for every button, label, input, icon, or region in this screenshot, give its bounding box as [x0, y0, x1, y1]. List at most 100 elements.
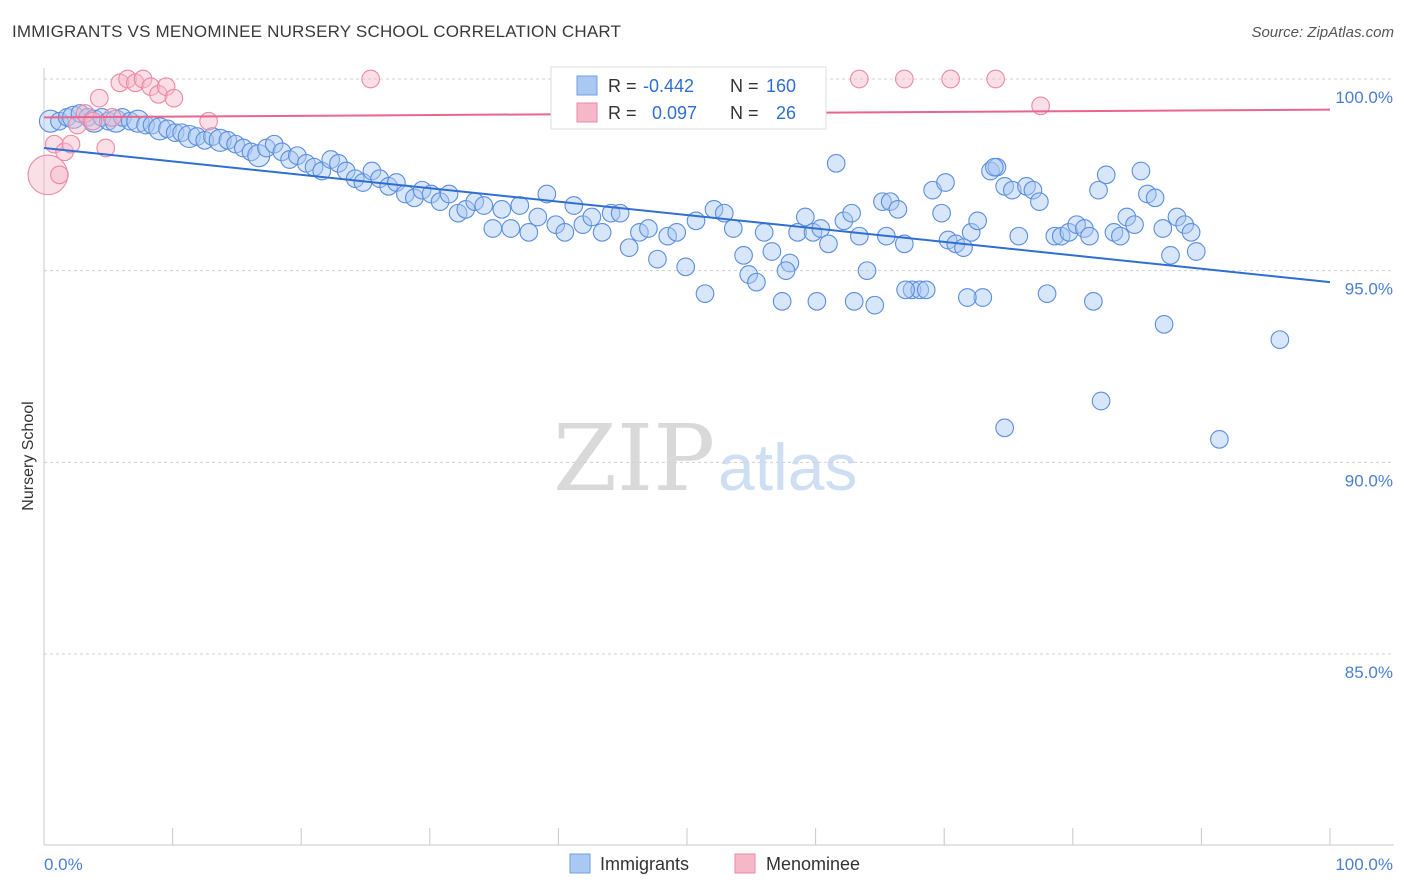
- immigrants-point-99: [857, 261, 877, 281]
- data-points: [27, 69, 1290, 449]
- immigrants-point-132: [1111, 226, 1130, 246]
- immigrants-point-150: [807, 291, 827, 311]
- immigrants-point-149: [844, 291, 864, 311]
- immigrants-point-97: [842, 203, 861, 223]
- immigrants-point-17: [165, 123, 185, 143]
- legend-swatch-menominee: [576, 102, 598, 123]
- bottom-legend-label-immigrants: Immigrants: [600, 854, 689, 874]
- legend-n-label-menominee: N =: [730, 103, 759, 123]
- trend-line-immigrants: [43, 147, 1331, 284]
- immigrants-point-121: [1030, 192, 1049, 212]
- y-axis-title: Nursery School: [20, 401, 37, 510]
- menominee-point-0: [27, 154, 69, 196]
- immigrants-point-58: [501, 219, 521, 238]
- immigrants-point-157: [1154, 314, 1174, 334]
- immigrants-point-83: [734, 245, 753, 265]
- watermark: ZIP atlas: [553, 405, 857, 512]
- gridlines: [44, 78, 1394, 655]
- watermark-atlas: atlas: [718, 430, 857, 504]
- correlation-legend: R = -0.442 N = 160 R = 0.097 N = 26: [550, 66, 827, 130]
- immigrants-point-112: [961, 222, 981, 242]
- immigrants-point-22: [203, 127, 222, 146]
- x-axis-ticks: [43, 828, 1331, 845]
- immigrants-point-18: [172, 123, 191, 143]
- immigrants-point-140: [1167, 207, 1187, 227]
- immigrants-point-155: [995, 418, 1014, 438]
- immigrants-point-106: [910, 280, 930, 300]
- immigrants-point-117: [1003, 180, 1022, 200]
- immigrants-point-101: [873, 192, 892, 212]
- menominee-point-21: [849, 69, 869, 89]
- immigrants-point-95: [826, 153, 846, 173]
- immigrants-point-68: [592, 222, 612, 242]
- immigrants-point-72: [630, 222, 649, 242]
- immigrants-point-71: [619, 238, 639, 258]
- immigrants-point-79: [695, 284, 715, 304]
- immigrants-point-38: [329, 153, 348, 173]
- axes: [43, 68, 1394, 846]
- immigrants-point-76: [667, 222, 687, 242]
- menominee-point-25: [1031, 96, 1050, 116]
- immigrants-point-94: [819, 234, 838, 254]
- immigrants-point-123: [1045, 226, 1065, 246]
- y-tick-label-85: 85.0%: [1345, 663, 1393, 682]
- immigrants-point-151: [776, 261, 796, 281]
- immigrants-point-128: [1080, 226, 1099, 246]
- menominee-point-16: [149, 84, 168, 104]
- immigrants-point-137: [1145, 188, 1165, 208]
- immigrants-point-98: [849, 226, 869, 246]
- immigrants-point-65: [564, 196, 584, 215]
- legend-swatch-immigrants: [576, 75, 598, 96]
- immigrants-point-30: [264, 134, 284, 154]
- series-immigrants: [38, 104, 1290, 449]
- immigrants-point-156: [1091, 391, 1111, 411]
- immigrants-point-100: [865, 295, 885, 315]
- x-tick-label-min: 0.0%: [44, 855, 83, 874]
- legend-n-label-immigrants: N =: [730, 76, 759, 96]
- menominee-point-23: [941, 69, 960, 89]
- watermark-zip: ZIP: [553, 405, 715, 512]
- immigrants-point-86: [754, 222, 774, 242]
- menominee-point-22: [894, 69, 914, 89]
- immigrants-point-130: [1096, 165, 1116, 185]
- immigrants-point-59: [510, 196, 530, 215]
- immigrants-point-15: [148, 117, 172, 141]
- immigrants-point-144: [985, 157, 1004, 177]
- menominee-point-18: [164, 88, 184, 108]
- immigrants-point-125: [1059, 222, 1079, 242]
- immigrants-point-75: [658, 226, 678, 246]
- bottom-legend-swatch-menominee: [734, 853, 756, 874]
- immigrants-point-143: [1186, 242, 1206, 261]
- immigrants-point-153: [916, 280, 936, 300]
- immigrants-point-84: [739, 265, 759, 284]
- immigrants-point-19: [177, 124, 201, 149]
- immigrants-point-96: [834, 211, 854, 231]
- menominee-point-2: [50, 165, 69, 185]
- legend-n-value-immigrants: 160: [766, 76, 796, 96]
- immigrants-point-142: [1181, 222, 1201, 242]
- immigrants-point-60: [519, 222, 539, 242]
- bottom-legend-label-menominee: Menominee: [766, 854, 860, 874]
- x-tick-label-max: 100.0%: [1335, 855, 1393, 874]
- immigrants-point-141: [1175, 215, 1195, 235]
- immigrants-point-158: [1210, 429, 1229, 449]
- immigrants-point-135: [1131, 161, 1151, 181]
- immigrants-point-85: [747, 272, 766, 292]
- immigrants-point-23: [208, 128, 232, 152]
- immigrants-point-139: [1161, 245, 1180, 265]
- bottom-legend-swatch-immigrants: [569, 853, 591, 874]
- immigrants-point-122: [1037, 284, 1057, 304]
- immigrants-point-134: [1125, 215, 1144, 235]
- legend-n-value-menominee: 26: [776, 103, 796, 123]
- y-tick-labels: 100.0% 95.0% 90.0% 85.0%: [1335, 88, 1393, 682]
- immigrants-point-105: [902, 280, 922, 300]
- immigrants-point-74: [648, 249, 667, 269]
- immigrants-point-113: [973, 288, 993, 307]
- immigrants-point-48: [412, 180, 432, 200]
- immigrants-point-148: [896, 280, 915, 300]
- menominee-point-4: [61, 134, 81, 154]
- menominee-point-20: [361, 69, 380, 89]
- source-label: Source: ZipAtlas.com: [1251, 24, 1394, 41]
- immigrants-point-27: [241, 142, 261, 162]
